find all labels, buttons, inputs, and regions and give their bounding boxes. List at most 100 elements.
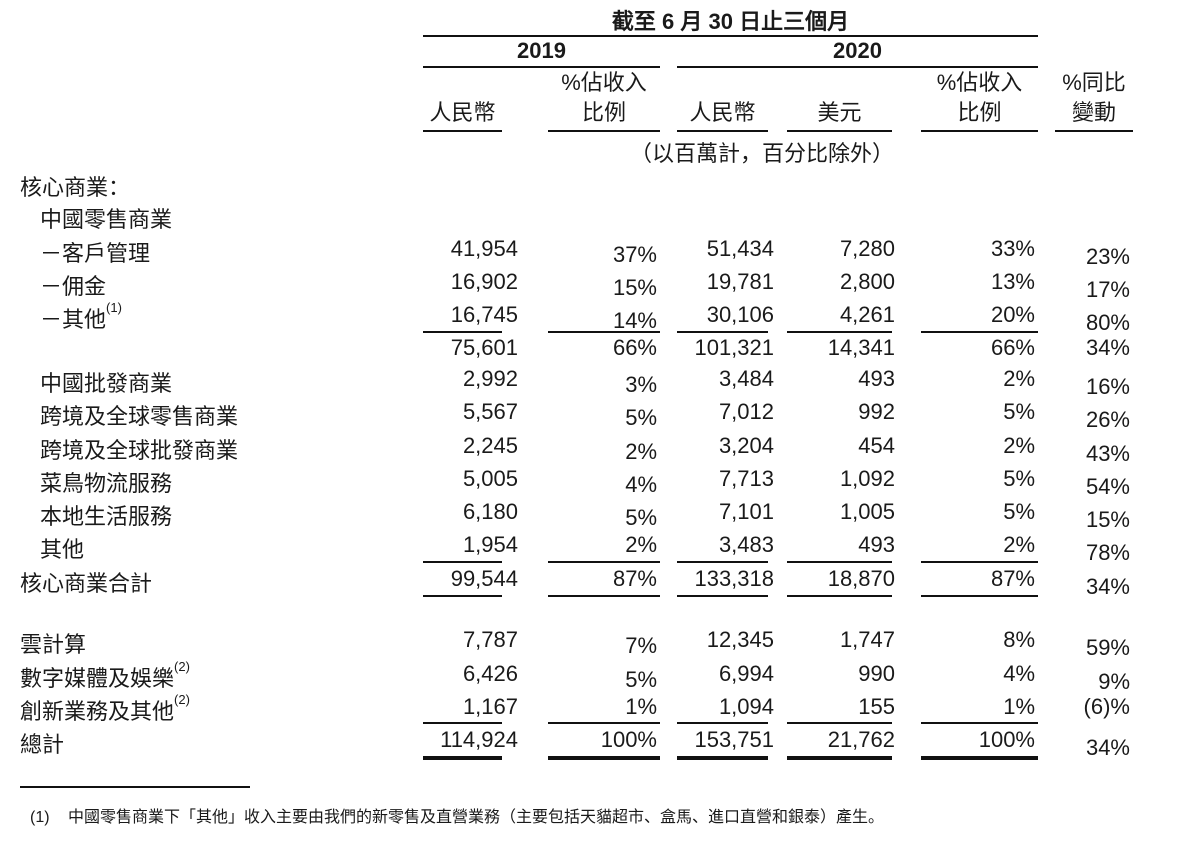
cell-pct-2019: 66% <box>612 335 657 360</box>
unit-note: （以百萬計，百分比除外） <box>630 141 895 166</box>
grand-total-top-rule <box>787 722 892 724</box>
column-header-pct-2019: %佔收入 比例 <box>538 70 670 130</box>
row-label: 菜鳥物流服務 <box>40 466 172 498</box>
cell-rmb-2020: 30,106 <box>706 302 774 327</box>
cell-usd-2020: 454 <box>858 433 895 458</box>
cell-yoy-change: 16% <box>1085 374 1130 399</box>
core-total-bottom-rule <box>548 595 660 597</box>
grand-total-top-rule <box>921 722 1038 724</box>
cell-pct-2020: 2% <box>1003 366 1035 391</box>
cell-pct-2020: 5% <box>1003 399 1035 424</box>
year-2020-divider <box>677 66 1038 68</box>
row-label-text: －佣金 <box>40 274 107 299</box>
cell-pct-2019: 7% <box>625 633 657 658</box>
column-header-line1 <box>777 70 902 96</box>
cell-yoy-change: 34% <box>1085 574 1130 599</box>
footnote-reference: (2) <box>174 692 190 707</box>
cell-pct-2019: 37% <box>612 242 657 267</box>
footnote-reference: (1) <box>106 300 122 315</box>
cell-pct-2020: 4% <box>1003 661 1035 686</box>
cell-yoy-change: 34% <box>1085 335 1130 360</box>
year-2020-header: 2020 <box>833 38 882 63</box>
column-header-yoy-change: %同比 變動 <box>1045 70 1143 130</box>
cell-rmb-2019: 7,787 <box>462 627 518 652</box>
core-total-bottom-rule <box>423 595 502 597</box>
cell-pct-2020: 100% <box>978 727 1035 752</box>
row-label: 其他 <box>40 532 84 564</box>
cell-pct-2019: 100% <box>600 727 657 752</box>
cell-yoy-change: 34% <box>1085 735 1130 760</box>
column-header-line2: 人民幣 <box>689 100 756 125</box>
subtotal-rule <box>787 331 892 333</box>
grand-total-bottom-rule <box>423 756 502 760</box>
cell-pct-2019: 2% <box>625 532 657 557</box>
row-label-text: 本地生活服務 <box>40 504 173 529</box>
row-label: 跨境及全球零售商業 <box>40 399 238 431</box>
cell-rmb-2019: 2,245 <box>462 433 518 458</box>
core-total-top-rule <box>423 561 502 563</box>
cell-rmb-2020: 7,012 <box>718 399 774 424</box>
cell-yoy-change: 26% <box>1085 407 1130 432</box>
period-divider <box>423 35 1038 37</box>
cell-rmb-2020: 51,434 <box>706 236 774 261</box>
cell-usd-2020: 18,870 <box>827 566 895 591</box>
column-header-line2: 比例 <box>581 100 626 125</box>
row-label-text: 中國批發商業 <box>40 371 173 396</box>
column-header-pct-2020: %佔收入 比例 <box>911 70 1048 130</box>
subtotal-rule <box>423 331 502 333</box>
cell-usd-2020: 7,280 <box>839 236 895 261</box>
row-label: 本地生活服務 <box>40 499 172 531</box>
cell-pct-2020: 20% <box>990 302 1035 327</box>
subtotal-rule <box>677 331 768 333</box>
column-header-rmb-2019: 人民幣 <box>413 70 512 130</box>
column-header-line1 <box>413 70 512 96</box>
core-total-bottom-rule <box>677 595 768 597</box>
cell-pct-2020: 87% <box>990 566 1035 591</box>
cell-pct-2019: 2% <box>625 439 657 464</box>
cell-usd-2020: 1,005 <box>839 499 895 524</box>
column-header-line2: 人民幣 <box>429 100 496 125</box>
cell-pct-2020: 2% <box>1003 532 1035 557</box>
cell-usd-2020: 21,762 <box>827 727 895 752</box>
grand-total-bottom-rule <box>677 756 768 760</box>
cell-usd-2020: 1,747 <box>839 627 895 652</box>
grand-total-bottom-rule <box>921 756 1038 760</box>
cell-yoy-change: 17% <box>1085 277 1130 302</box>
cell-yoy-change: 78% <box>1085 540 1130 565</box>
cell-rmb-2019: 5,567 <box>462 399 518 424</box>
column-header-underline <box>677 130 768 132</box>
row-label: 跨境及全球批發商業 <box>40 433 238 465</box>
row-label-text: 跨境及全球零售商業 <box>40 404 239 429</box>
cell-yoy-change: 9% <box>1098 669 1130 694</box>
footnote-text: 中國零售商業下「其他」收入主要由我們的新零售及直營業務（主要包括天貓超市、盒馬、… <box>68 809 885 826</box>
row-label: 核心商業： <box>20 170 130 202</box>
row-label: 雲計算 <box>20 627 86 659</box>
column-header-line2: 變動 <box>1071 100 1116 125</box>
cell-pct-2019: 5% <box>625 505 657 530</box>
row-label-text: 跨境及全球批發商業 <box>40 438 239 463</box>
cell-pct-2019: 14% <box>612 308 657 333</box>
cell-rmb-2019: 16,902 <box>450 269 518 294</box>
core-total-top-rule <box>787 561 892 563</box>
row-label-text: 核心商業合計 <box>20 571 153 596</box>
grand-total-top-rule <box>677 722 768 724</box>
cell-pct-2019: 3% <box>625 372 657 397</box>
column-header-usd-2020: 美元 <box>777 70 902 130</box>
footnote-number: (1) <box>30 809 50 826</box>
cell-yoy-change: 43% <box>1085 441 1130 466</box>
footnote-reference: (2) <box>174 659 190 674</box>
cell-yoy-change: 80% <box>1085 310 1130 335</box>
grand-total-top-rule <box>548 722 660 724</box>
cell-pct-2019: 1% <box>625 694 657 719</box>
column-header-rmb-2020: 人民幣 <box>667 70 778 130</box>
cell-rmb-2019: 99,544 <box>450 566 518 591</box>
cell-rmb-2019: 1,167 <box>462 694 518 719</box>
cell-pct-2020: 5% <box>1003 466 1035 491</box>
cell-rmb-2019: 6,180 <box>462 499 518 524</box>
row-label-text: 創新業務及其他 <box>20 699 175 724</box>
cell-rmb-2020: 3,204 <box>718 433 774 458</box>
cell-rmb-2020: 133,318 <box>694 566 774 591</box>
cell-usd-2020: 155 <box>858 694 895 719</box>
core-total-top-rule <box>677 561 768 563</box>
subtotal-rule <box>548 331 660 333</box>
